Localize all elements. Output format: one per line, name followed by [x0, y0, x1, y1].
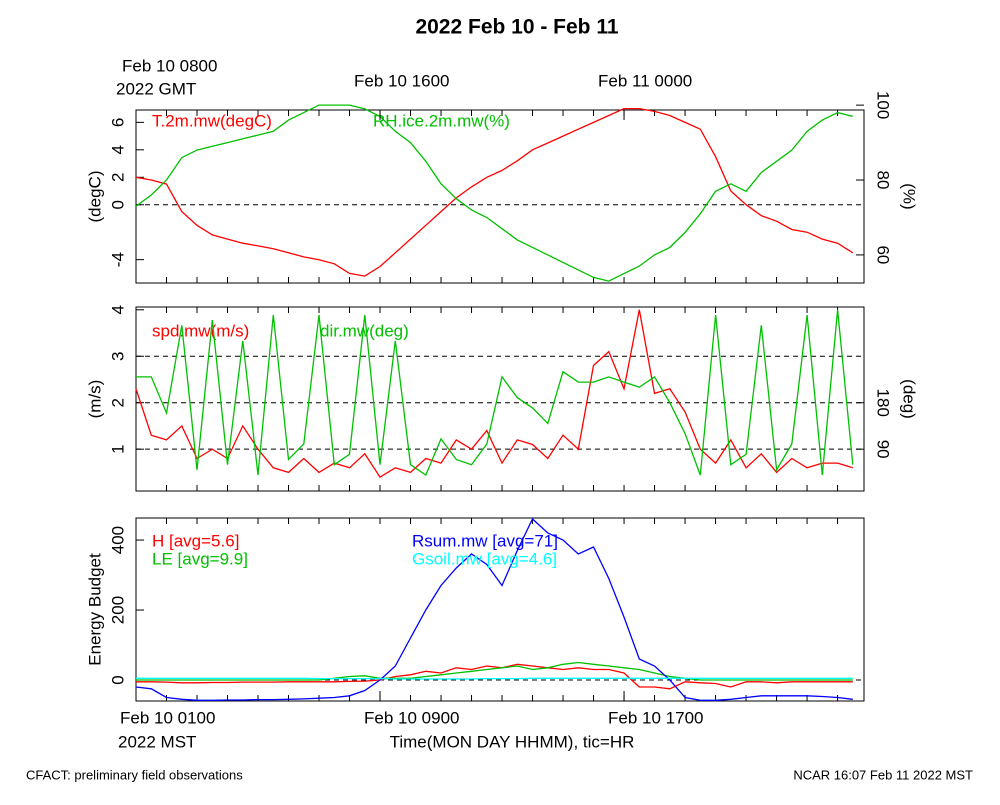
y-tick-label: 3	[108, 352, 127, 361]
top-x-tick-label: Feb 11 0000	[598, 71, 692, 90]
x-tick-label: Feb 10 1700	[608, 708, 703, 727]
y-tick-label: 6	[108, 118, 127, 127]
plot-frame	[135, 306, 865, 492]
y2-tick-label: 60	[874, 245, 893, 264]
y-tick-label: 2	[108, 398, 127, 407]
legend-entry: dir.mw(deg)	[320, 321, 409, 340]
y-tick-label: 4	[108, 145, 127, 154]
y-tick-label: 4	[108, 305, 127, 314]
y-tick-label: 1	[108, 444, 127, 453]
footer-right: NCAR 16:07 Feb 11 2022 MST	[793, 767, 973, 782]
legend-entry: spd.mw(m/s)	[152, 321, 249, 340]
legend-entry: RH.ice.2m.mw(%)	[373, 111, 510, 130]
series-line	[136, 661, 853, 681]
y2-tick-label: 80	[874, 171, 893, 190]
legend-entry: Rsum.mw [avg=71]	[412, 531, 558, 550]
series-line	[135, 309, 853, 478]
x-tick-label: Feb 10 0900	[364, 708, 459, 727]
y-axis-label: (degC)	[85, 171, 104, 223]
y-tick-label: 2	[108, 173, 127, 182]
top-axis-sublabel: 2022 GMT	[116, 79, 196, 98]
y2-axis-label: (deg)	[900, 379, 919, 419]
y-axis-label: (m/s)	[85, 380, 104, 419]
legend-entry: LE [avg=9.9]	[152, 549, 248, 568]
x-axis-label: Time(MON DAY HHMM), tic=HR	[390, 732, 635, 751]
series-line	[136, 663, 853, 690]
plot-frame	[135, 517, 865, 702]
legend-entry: H [avg=5.6]	[152, 531, 239, 550]
y-tick-label: 0	[108, 675, 127, 684]
footer-left: CFACT: preliminary field observations	[26, 767, 243, 782]
x-axis-sublabel: 2022 MST	[118, 732, 196, 751]
series-line	[136, 677, 853, 680]
y-axis-label: Energy Budget	[85, 553, 104, 666]
y-tick-label: 0	[108, 200, 127, 209]
legend-entry: Gsoil.mw [avg=4.6]	[412, 549, 557, 568]
x-tick-label: Feb 10 0100	[120, 708, 215, 727]
series-line	[135, 107, 854, 277]
y-tick-label: 400	[108, 526, 127, 554]
y2-axis-label: (%)	[900, 183, 919, 209]
y-tick-label: 200	[108, 596, 127, 624]
series-line	[135, 517, 853, 701]
top-x-tick-label: Feb 10 1600	[354, 71, 449, 90]
y-tick-label: -4	[108, 252, 127, 267]
series-line	[136, 309, 854, 476]
y2-tick-label: 90	[874, 440, 893, 459]
plot-frame	[135, 109, 865, 284]
chart-title: 2022 Feb 10 - Feb 11	[415, 16, 618, 39]
series-line	[135, 104, 853, 282]
top-x-tick-label: Feb 10 0800	[122, 56, 217, 75]
y2-tick-label: 100	[874, 91, 893, 119]
legend-entry: T.2m.mw(degC)	[152, 111, 272, 130]
y2-tick-label: 180	[874, 389, 893, 417]
